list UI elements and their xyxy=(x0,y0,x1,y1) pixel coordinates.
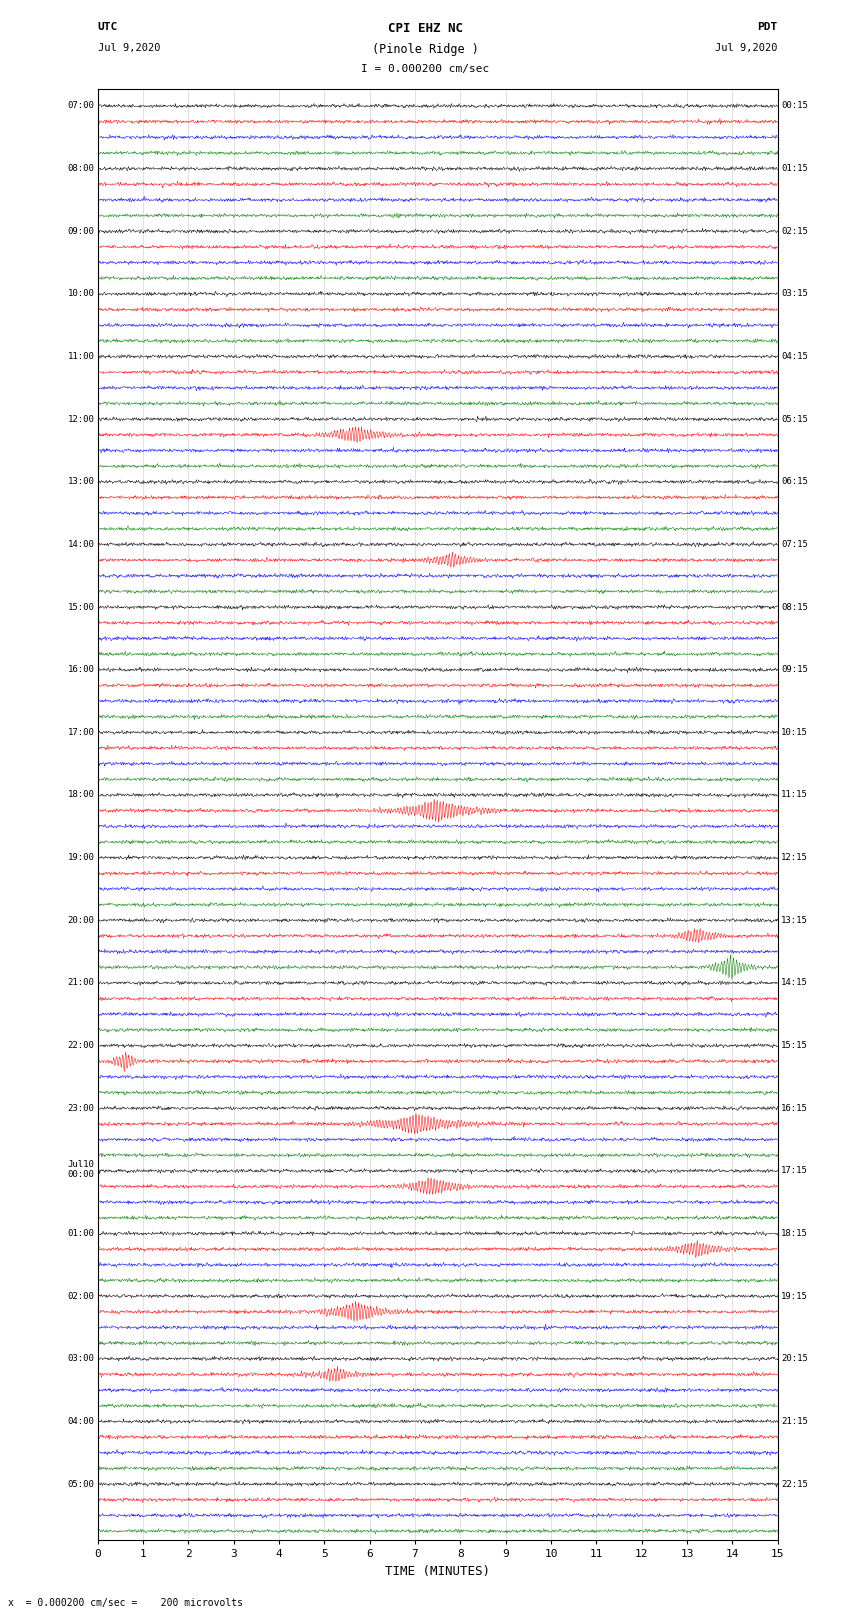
Text: 16:00: 16:00 xyxy=(67,665,94,674)
Text: 00:00: 00:00 xyxy=(67,1169,94,1179)
Text: I = 0.000200 cm/sec: I = 0.000200 cm/sec xyxy=(361,65,489,74)
Text: 14:00: 14:00 xyxy=(67,540,94,548)
Text: 09:00: 09:00 xyxy=(67,227,94,235)
Text: 06:15: 06:15 xyxy=(781,477,808,486)
Text: 23:00: 23:00 xyxy=(67,1103,94,1113)
Text: Jul 9,2020: Jul 9,2020 xyxy=(715,44,778,53)
Text: 05:00: 05:00 xyxy=(67,1479,94,1489)
Text: 21:00: 21:00 xyxy=(67,979,94,987)
Text: 02:15: 02:15 xyxy=(781,227,808,235)
Text: 17:00: 17:00 xyxy=(67,727,94,737)
Text: 12:00: 12:00 xyxy=(67,415,94,424)
Text: 04:15: 04:15 xyxy=(781,352,808,361)
Text: 19:00: 19:00 xyxy=(67,853,94,861)
Text: 17:15: 17:15 xyxy=(781,1166,808,1176)
Text: CPI EHZ NC: CPI EHZ NC xyxy=(388,23,462,35)
Text: UTC: UTC xyxy=(98,23,118,32)
Text: 21:15: 21:15 xyxy=(781,1416,808,1426)
Text: PDT: PDT xyxy=(757,23,778,32)
Text: 11:15: 11:15 xyxy=(781,790,808,800)
Text: 04:00: 04:00 xyxy=(67,1416,94,1426)
Text: 18:15: 18:15 xyxy=(781,1229,808,1237)
Text: 15:00: 15:00 xyxy=(67,603,94,611)
Text: 08:15: 08:15 xyxy=(781,603,808,611)
Text: 03:00: 03:00 xyxy=(67,1355,94,1363)
Text: 16:15: 16:15 xyxy=(781,1103,808,1113)
Text: 03:15: 03:15 xyxy=(781,289,808,298)
Text: 01:15: 01:15 xyxy=(781,165,808,173)
Text: 13:00: 13:00 xyxy=(67,477,94,486)
Text: 20:00: 20:00 xyxy=(67,916,94,924)
X-axis label: TIME (MINUTES): TIME (MINUTES) xyxy=(385,1565,490,1578)
Text: 00:15: 00:15 xyxy=(781,102,808,110)
Text: 05:15: 05:15 xyxy=(781,415,808,424)
Text: 11:00: 11:00 xyxy=(67,352,94,361)
Text: 20:15: 20:15 xyxy=(781,1355,808,1363)
Text: 14:15: 14:15 xyxy=(781,979,808,987)
Text: 19:15: 19:15 xyxy=(781,1292,808,1300)
Text: 13:15: 13:15 xyxy=(781,916,808,924)
Text: 07:15: 07:15 xyxy=(781,540,808,548)
Text: Jul 9,2020: Jul 9,2020 xyxy=(98,44,161,53)
Text: 22:15: 22:15 xyxy=(781,1479,808,1489)
Text: 02:00: 02:00 xyxy=(67,1292,94,1300)
Text: 18:00: 18:00 xyxy=(67,790,94,800)
Text: 10:00: 10:00 xyxy=(67,289,94,298)
Text: 22:00: 22:00 xyxy=(67,1040,94,1050)
Text: 01:00: 01:00 xyxy=(67,1229,94,1237)
Text: 09:15: 09:15 xyxy=(781,665,808,674)
Text: 10:15: 10:15 xyxy=(781,727,808,737)
Text: 15:15: 15:15 xyxy=(781,1040,808,1050)
Text: 08:00: 08:00 xyxy=(67,165,94,173)
Text: x  = 0.000200 cm/sec =    200 microvolts: x = 0.000200 cm/sec = 200 microvolts xyxy=(8,1598,243,1608)
Text: 07:00: 07:00 xyxy=(67,102,94,110)
Text: (Pinole Ridge ): (Pinole Ridge ) xyxy=(371,44,479,56)
Text: 12:15: 12:15 xyxy=(781,853,808,861)
Text: Jul10: Jul10 xyxy=(67,1160,94,1169)
